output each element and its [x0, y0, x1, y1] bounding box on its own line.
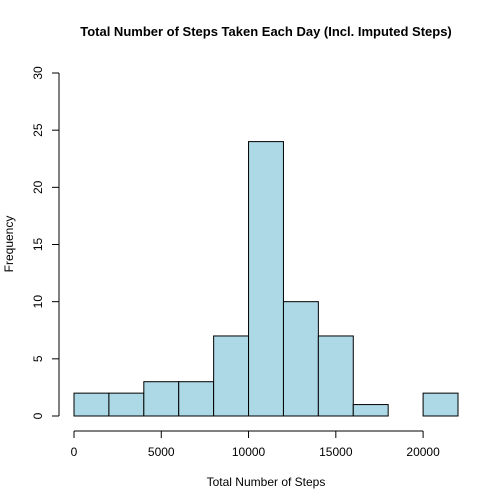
y-axis: 0 5 10 15 20 25 30 — [31, 66, 60, 419]
histogram-bar-0 — [73, 392, 110, 417]
x-axis: 0 5000 10000 15000 20000 — [71, 430, 440, 459]
x-axis-label: Total Number of Steps — [207, 475, 326, 489]
histogram-bar-8 — [352, 404, 389, 417]
histogram-bar-1 — [108, 392, 145, 417]
histogram-bar-7 — [317, 335, 354, 417]
histogram-bar-5 — [248, 141, 284, 417]
y-tick-label-2: 10 — [31, 295, 45, 309]
y-tick-label-1: 5 — [31, 355, 45, 362]
histogram-bar-6 — [282, 301, 319, 417]
x-tick-label-0: 0 — [71, 445, 78, 459]
chart-title: Total Number of Steps Taken Each Day (In… — [80, 24, 452, 39]
y-tick-label-3: 15 — [31, 238, 45, 252]
x-tick-label-3: 15000 — [319, 445, 353, 459]
y-tick-label-6: 30 — [31, 66, 45, 80]
histogram-bar-10 — [422, 392, 459, 417]
y-tick-label-4: 20 — [31, 180, 45, 194]
x-tick-label-1: 5000 — [148, 445, 175, 459]
y-tick-label-5: 25 — [31, 123, 45, 137]
x-tick-label-2: 10000 — [232, 445, 266, 459]
bars-group — [73, 141, 459, 417]
histogram-bar-2 — [143, 381, 180, 417]
y-tick-label-0: 0 — [31, 412, 45, 419]
y-axis-label: Frequency — [2, 216, 16, 273]
histogram-bar-3 — [178, 381, 215, 417]
x-tick-label-4: 20000 — [406, 445, 440, 459]
histogram-bar-4 — [213, 335, 250, 417]
